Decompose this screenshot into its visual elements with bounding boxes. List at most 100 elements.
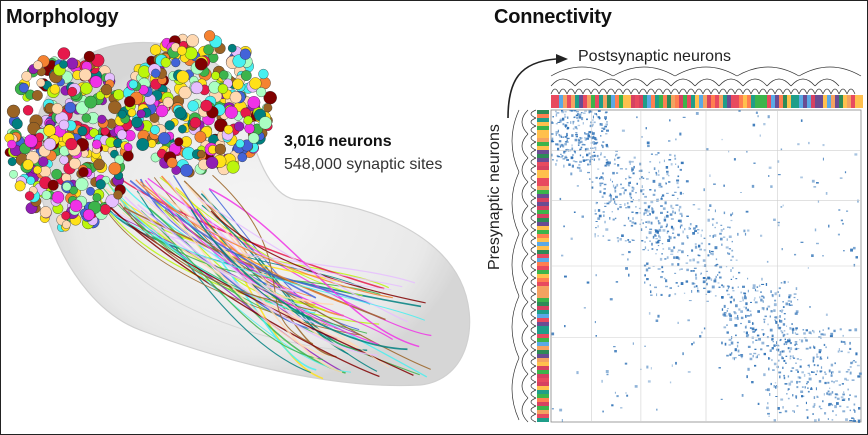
matrix-cell — [803, 332, 806, 335]
dendrogram-branch — [790, 88, 800, 95]
matrix-cell — [838, 209, 841, 211]
matrix-cell — [674, 211, 676, 215]
group-swatch — [647, 95, 651, 108]
group-swatch — [607, 95, 611, 108]
matrix-cell — [795, 369, 799, 371]
dendrogram-branch — [694, 78, 720, 87]
matrix-cell — [617, 239, 619, 243]
matrix-cell — [578, 114, 581, 116]
soma-sphere — [150, 44, 162, 56]
matrix-cell — [577, 144, 580, 146]
soma-sphere — [187, 100, 199, 112]
matrix-cell — [842, 341, 846, 343]
matrix-cell — [788, 338, 791, 341]
matrix-cell — [813, 330, 815, 334]
matrix-cell — [854, 328, 858, 332]
matrix-cell — [711, 218, 715, 221]
matrix-cell — [595, 221, 598, 222]
matrix-cell — [830, 332, 834, 336]
soma-sphere — [189, 117, 201, 129]
matrix-cell — [601, 144, 603, 147]
matrix-cell — [627, 216, 630, 220]
matrix-cell — [744, 296, 747, 300]
matrix-cell — [721, 296, 724, 299]
matrix-cell — [579, 137, 581, 138]
matrix-cell — [808, 141, 810, 145]
matrix-cell — [807, 387, 809, 389]
matrix-cell — [731, 240, 733, 243]
matrix-cell — [742, 285, 745, 288]
soma-sphere — [124, 96, 136, 108]
matrix-cell — [602, 410, 604, 413]
matrix-cell — [574, 126, 578, 128]
matrix-cell — [797, 299, 799, 301]
matrix-cell — [726, 331, 729, 334]
group-swatch — [537, 122, 549, 126]
matrix-cell — [660, 293, 663, 296]
group-swatch — [851, 95, 855, 108]
matrix-cell — [733, 357, 737, 359]
matrix-cell — [819, 330, 821, 333]
group-swatch — [537, 150, 549, 154]
soma-sphere — [69, 186, 78, 195]
matrix-cell — [849, 347, 852, 350]
soma-sphere — [180, 164, 193, 177]
matrix-cell — [648, 209, 650, 213]
matrix-cell — [793, 411, 795, 413]
matrix-cell — [816, 364, 819, 367]
soma-sphere — [117, 109, 127, 119]
matrix-cell — [684, 228, 686, 231]
matrix-cell — [787, 375, 790, 378]
dendrogram-branch — [521, 205, 529, 231]
matrix-cell — [624, 362, 628, 365]
neurite-fiber — [123, 206, 386, 321]
group-swatch — [537, 198, 549, 202]
matrix-cell — [822, 333, 826, 336]
matrix-cell — [778, 294, 781, 297]
matrix-cell — [699, 248, 702, 251]
matrix-cell — [721, 243, 723, 246]
soma-sphere — [217, 83, 228, 94]
matrix-cell — [658, 234, 660, 238]
matrix-cell — [849, 341, 851, 345]
matrix-cell — [562, 123, 565, 126]
matrix-cell — [791, 323, 793, 325]
matrix-cell — [743, 292, 746, 295]
matrix-cell — [747, 277, 749, 280]
matrix-cell — [774, 299, 777, 302]
matrix-cell — [556, 159, 558, 162]
matrix-cell — [713, 279, 717, 283]
soma-sphere — [240, 70, 252, 81]
matrix-cell — [558, 140, 562, 143]
matrix-cell — [697, 208, 701, 210]
dendrogram-branch — [530, 125, 537, 135]
matrix-cell — [592, 123, 594, 126]
matrix-cell — [641, 136, 643, 138]
matrix-cell — [703, 188, 705, 192]
matrix-cell — [671, 364, 673, 367]
group-swatch — [537, 154, 549, 158]
group-swatch — [739, 95, 743, 108]
matrix-cell — [685, 280, 689, 283]
matrix-cell — [812, 356, 815, 360]
soma-sphere — [100, 84, 113, 96]
matrix-cell — [789, 357, 792, 360]
matrix-cell — [734, 316, 738, 320]
neurite-fiber — [151, 198, 392, 290]
matrix-cell — [650, 221, 653, 225]
group-swatch — [627, 95, 631, 108]
matrix-cell — [781, 331, 784, 334]
matrix-cell — [657, 152, 660, 154]
matrix-cell — [842, 222, 844, 225]
matrix-cell — [578, 113, 582, 116]
matrix-cell — [584, 137, 586, 139]
matrix-cell — [669, 213, 673, 216]
matrix-cell — [666, 223, 668, 227]
group-swatch — [537, 306, 549, 310]
matrix-cell — [561, 254, 564, 257]
matrix-cell — [632, 168, 634, 171]
matrix-cell — [643, 201, 647, 205]
matrix-cell — [784, 410, 788, 413]
matrix-cell — [741, 296, 744, 299]
dendrogram-branch — [782, 88, 792, 95]
